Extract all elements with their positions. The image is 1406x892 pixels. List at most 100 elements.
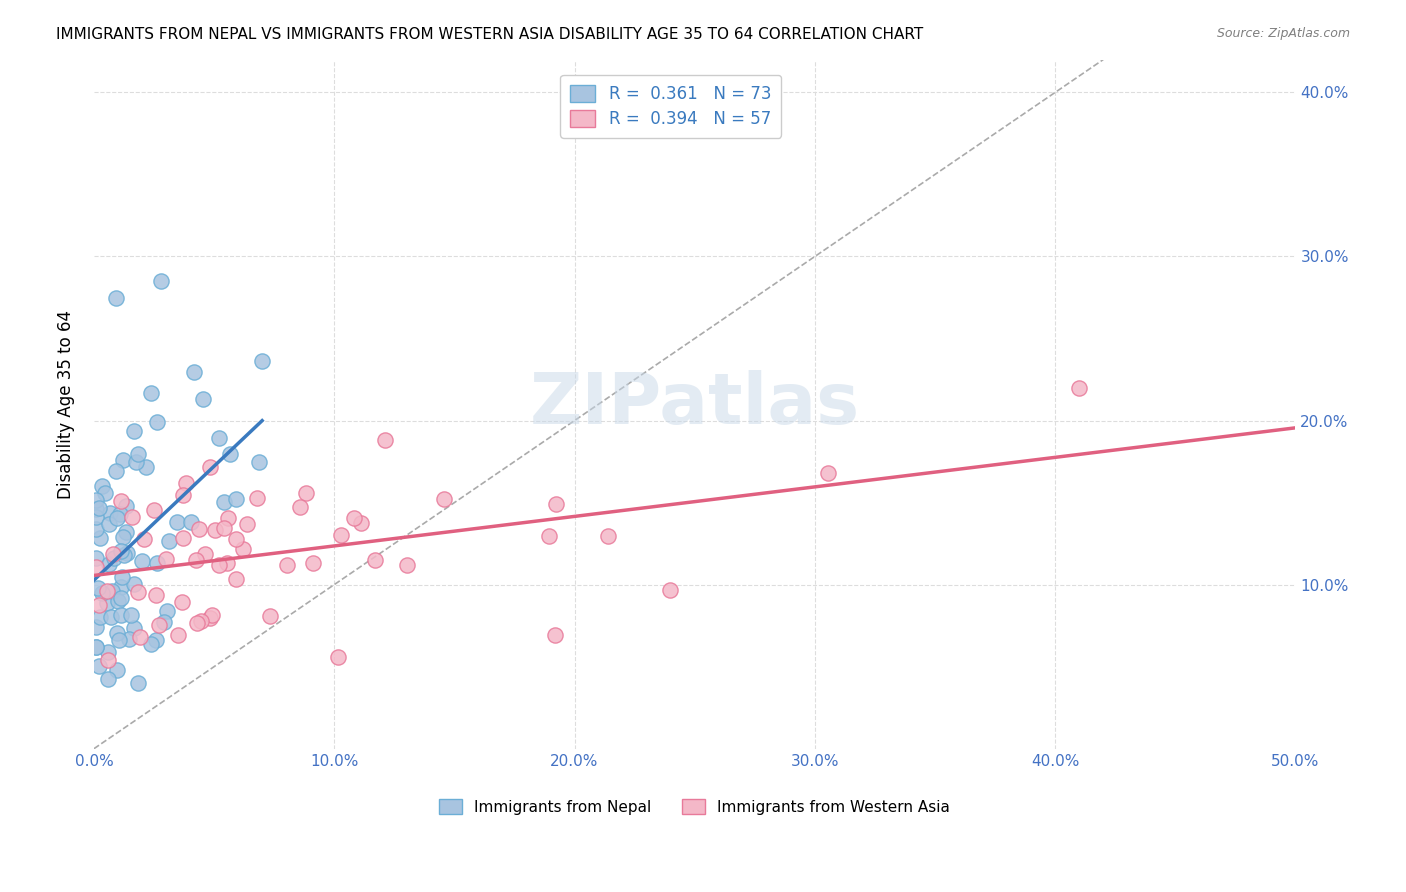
Point	[90, 479, 112, 493]
Point	[295, 486, 318, 500]
Point	[186, 616, 208, 631]
Point	[97, 557, 120, 571]
Point	[208, 558, 231, 573]
Point	[191, 392, 214, 406]
Point	[186, 553, 208, 567]
Point	[86, 619, 108, 633]
Point	[100, 610, 122, 624]
Point	[232, 541, 254, 556]
Point	[135, 460, 157, 475]
Point	[86, 493, 108, 508]
Point	[157, 533, 180, 548]
Point	[96, 596, 118, 610]
Point	[86, 559, 108, 574]
Point	[89, 658, 111, 673]
Text: IMMIGRANTS FROM NEPAL VS IMMIGRANTS FROM WESTERN ASIA DISABILITY AGE 35 TO 64 CO: IMMIGRANTS FROM NEPAL VS IMMIGRANTS FROM…	[56, 27, 924, 42]
Point	[97, 653, 120, 667]
Point	[219, 447, 242, 461]
Point	[86, 522, 108, 536]
Point	[110, 543, 132, 558]
Point	[236, 516, 259, 531]
Point	[212, 521, 235, 535]
Point	[108, 632, 131, 647]
Point	[225, 492, 247, 507]
Point	[131, 553, 153, 567]
Point	[118, 632, 141, 647]
Point	[155, 551, 177, 566]
Point	[125, 455, 148, 469]
Point	[153, 615, 176, 629]
Point	[122, 577, 145, 591]
Point	[111, 453, 134, 467]
Point	[259, 608, 281, 623]
Point	[350, 516, 373, 530]
Point	[166, 628, 188, 642]
Point	[301, 556, 323, 570]
Point	[86, 550, 108, 565]
Point	[225, 573, 247, 587]
Point	[212, 495, 235, 509]
Point	[100, 583, 122, 598]
Point	[817, 466, 839, 480]
Point	[343, 511, 366, 525]
Point	[217, 556, 239, 570]
Point	[97, 645, 120, 659]
Point	[115, 524, 138, 539]
Point	[183, 365, 205, 379]
Point	[134, 532, 156, 546]
Point	[150, 274, 173, 288]
Point	[156, 604, 179, 618]
Point	[111, 570, 134, 584]
Text: ZIPatlas: ZIPatlas	[530, 369, 859, 439]
Point	[330, 528, 353, 542]
Point	[89, 501, 111, 516]
Point	[146, 556, 169, 570]
Point	[374, 434, 396, 448]
Point	[659, 582, 682, 597]
Point	[204, 524, 226, 538]
Point	[122, 425, 145, 439]
Point	[198, 459, 221, 474]
Point	[96, 584, 118, 599]
Point	[121, 510, 143, 524]
Point	[114, 548, 136, 562]
Point	[110, 591, 132, 605]
Point	[86, 509, 108, 524]
Point	[105, 663, 128, 677]
Point	[105, 464, 128, 478]
Point	[110, 493, 132, 508]
Point	[538, 529, 561, 543]
Point	[87, 598, 110, 612]
Point	[86, 501, 108, 516]
Point	[288, 500, 311, 514]
Point	[276, 558, 298, 572]
Point	[217, 511, 239, 525]
Point	[143, 503, 166, 517]
Point	[139, 637, 162, 651]
Point	[145, 588, 167, 602]
Point	[122, 621, 145, 635]
Point	[104, 291, 127, 305]
Point	[105, 511, 128, 525]
Point	[247, 455, 270, 469]
Point	[93, 486, 115, 500]
Point	[98, 506, 121, 520]
Point	[103, 551, 125, 566]
Point	[190, 614, 212, 628]
Point	[544, 628, 567, 642]
Point	[174, 475, 197, 490]
Point	[208, 431, 231, 445]
Point	[127, 584, 149, 599]
Point	[86, 640, 108, 654]
Point	[101, 547, 124, 561]
Point	[433, 491, 456, 506]
Point	[139, 386, 162, 401]
Point	[246, 491, 269, 506]
Point	[544, 497, 567, 511]
Point	[108, 507, 131, 521]
Point	[328, 650, 350, 665]
Point	[598, 528, 620, 542]
Point	[115, 546, 138, 560]
Point	[97, 672, 120, 686]
Point	[91, 586, 114, 600]
